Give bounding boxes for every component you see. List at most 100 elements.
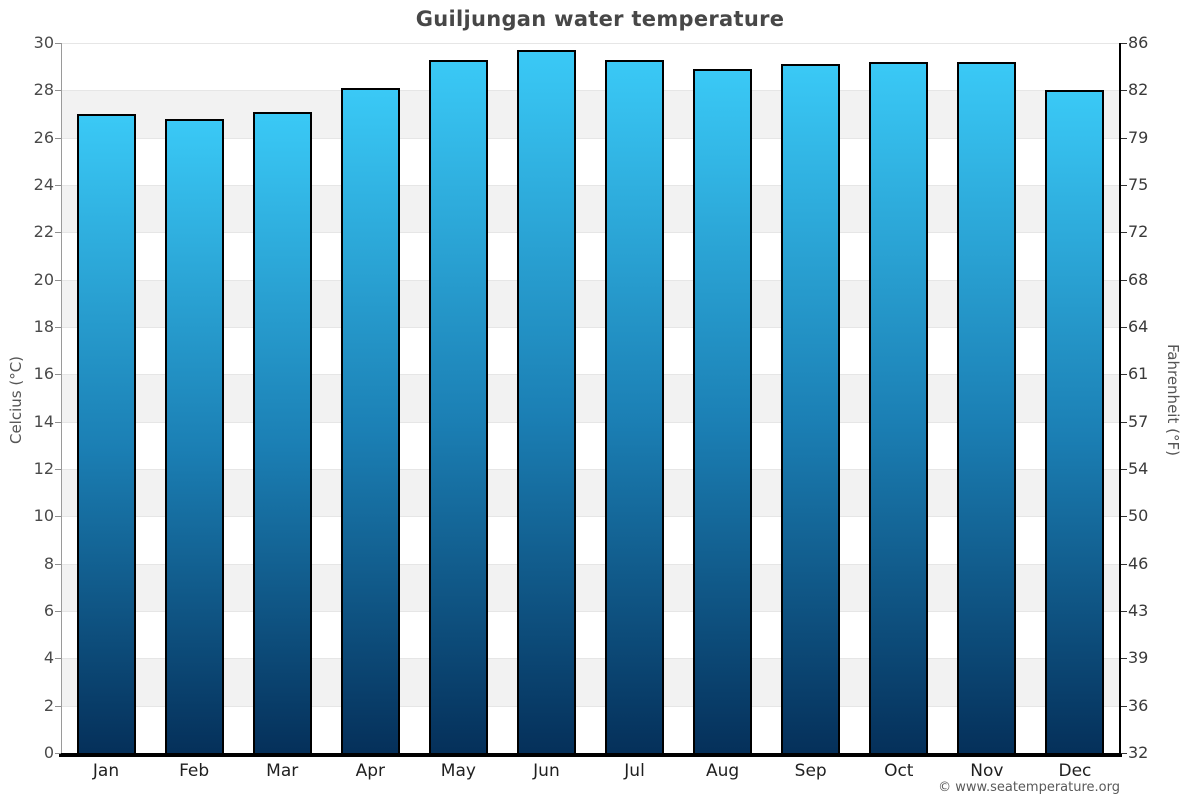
plot-background-band [62,90,1119,138]
plot-background-band [62,421,1119,469]
y-tick-celsius: 28 [33,80,54,100]
x-tick-may: May [440,761,476,781]
y-tick-fahrenheit: 75 [1128,175,1149,194]
bar-sep[interactable] [781,64,841,753]
bar-apr[interactable] [340,87,400,753]
y-tick-celsius: 26 [33,127,54,147]
y-tick-fahrenheit: 86 [1128,33,1149,52]
x-tick-apr: Apr [355,761,385,781]
y-tick-celsius: 0 [43,743,54,762]
plot-background-band [62,327,1119,375]
y-tick-fahrenheit: 39 [1128,648,1149,668]
x-tick-aug: Aug [706,761,740,781]
y-axis-line-right [1119,43,1121,757]
y-tick-celsius: 2 [43,695,54,715]
y-tickmark-left [55,374,61,376]
y-tickmark-left [55,563,61,565]
y-tick-fahrenheit: 46 [1128,553,1149,573]
y-tickmark-right [1121,421,1127,423]
plot-background-band [62,374,1119,422]
bar-mar[interactable] [252,111,312,753]
y-tick-celsius: 24 [33,175,54,194]
bar-feb[interactable] [164,118,224,753]
y-tick-celsius: 16 [33,364,54,384]
y-tick-fahrenheit: 82 [1128,80,1149,100]
y-axis-line-left [61,43,62,754]
y-tick-fahrenheit: 79 [1128,127,1149,147]
y-axis-title-fahrenheit: Fahrenheit (°F) [1164,344,1182,456]
x-tick-nov: Nov [970,761,1004,781]
x-tick-jul: Jul [624,761,645,781]
plot-background-band [62,469,1119,517]
y-tickmark-left [55,279,61,281]
y-tickmark-right [1121,232,1127,234]
y-tickmark-right [1121,611,1127,612]
x-tick-dec: Dec [1058,761,1092,781]
plot-background-band [62,516,1119,564]
y-tickmark-left [55,137,61,139]
y-tickmark-right [1121,185,1127,186]
y-tick-celsius: 4 [43,648,54,668]
y-tick-fahrenheit: 54 [1128,459,1149,478]
bar-jun[interactable] [516,50,576,753]
plot-background-band [62,658,1119,706]
y-tickmark-right [1121,563,1127,565]
y-tickmark-right [1121,516,1127,518]
x-tick-oct: Oct [884,761,914,781]
y-tickmark-left [55,516,61,518]
y-tickmark-left [55,421,61,423]
y-tickmark-right [1121,90,1127,92]
y-tick-fahrenheit: 32 [1128,743,1149,762]
x-tick-jan: Jan [92,761,120,781]
bar-nov[interactable] [957,61,1017,753]
y-tick-fahrenheit: 61 [1128,364,1149,384]
y-tick-celsius: 30 [33,33,54,52]
y-tickmark-right [1121,279,1127,281]
y-tickmark-left [55,232,61,234]
y-tick-fahrenheit: 64 [1128,317,1149,336]
y-tickmark-right [1121,753,1127,754]
y-tickmark-left [55,185,61,186]
y-tick-fahrenheit: 72 [1128,222,1149,242]
y-tick-fahrenheit: 68 [1128,269,1149,289]
y-tick-celsius: 12 [33,459,54,478]
copyright-note: © www.seatemperature.org [938,780,1120,795]
y-tickmark-left [55,469,61,470]
y-tickmark-right [1121,705,1127,707]
bar-dec[interactable] [1045,90,1105,753]
plot-background-band [62,137,1119,185]
y-tick-fahrenheit: 57 [1128,411,1149,431]
bar-oct[interactable] [869,61,929,753]
y-tickmark-left [55,753,61,754]
y-tickmark-right [1121,658,1127,660]
x-tick-mar: Mar [266,761,299,781]
y-tick-celsius: 10 [33,506,54,526]
plot-background-band [62,232,1119,280]
bar-jan[interactable] [76,114,136,753]
y-tick-celsius: 20 [33,269,54,289]
y-tick-celsius: 22 [33,222,54,242]
plot-area [62,43,1119,753]
plot-background-band [62,185,1119,233]
y-tickmark-left [55,90,61,92]
plot-background-band [62,563,1119,611]
bar-may[interactable] [428,59,488,753]
y-tick-fahrenheit: 43 [1128,601,1149,620]
y-tick-fahrenheit: 50 [1128,506,1149,526]
plot-background-band [62,611,1119,659]
plot-background-band [62,705,1119,753]
y-tick-celsius: 14 [33,411,54,431]
plot-background-band [62,43,1119,91]
chart-title: Guiljungan water temperature [415,7,785,31]
y-tick-celsius: 18 [33,317,54,336]
y-tickmark-right [1121,137,1127,139]
y-tickmark-left [55,43,61,44]
x-tick-sep: Sep [794,761,827,781]
x-axis-line [59,753,1122,757]
y-tickmark-left [55,611,61,612]
y-tickmark-left [55,705,61,707]
bar-aug[interactable] [693,69,753,753]
plot-background-band [62,279,1119,327]
bar-jul[interactable] [605,59,665,753]
